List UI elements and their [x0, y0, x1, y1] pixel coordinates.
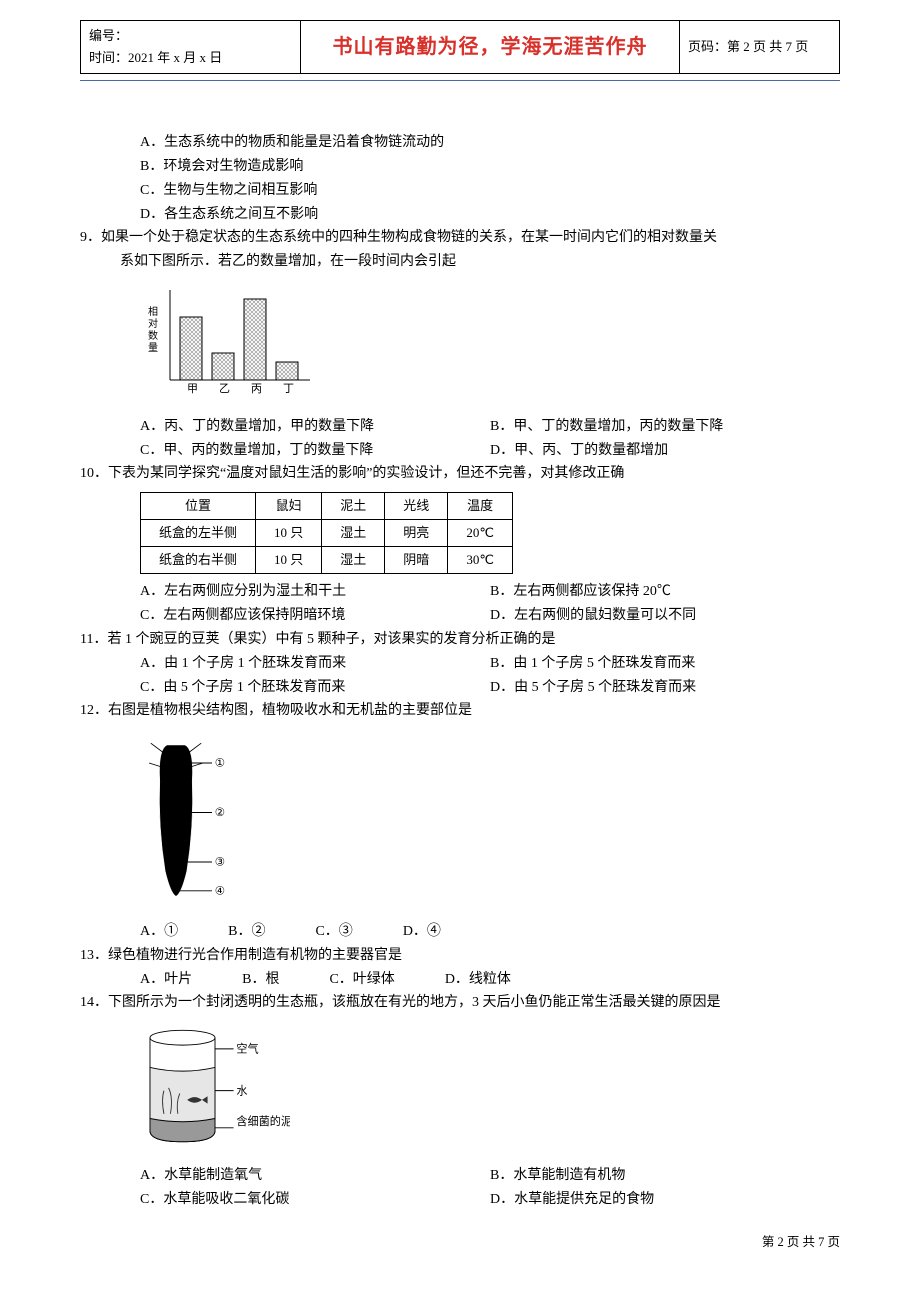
q10-opt-c: C．左右两侧都应该保持阴暗环境: [140, 604, 490, 628]
root-label-1: ①: [215, 757, 225, 770]
bar-yi: [212, 353, 234, 380]
prev-question-options: A．生态系统中的物质和能量是沿着食物链流动的 B．环境会对生物造成影响 C．生物…: [140, 131, 840, 226]
q12-opt-d: D．④: [403, 920, 441, 944]
q10-r1c1: 10 只: [256, 547, 322, 574]
q10-th-2: 泥土: [322, 493, 385, 520]
q10-r0c4: 20℃: [448, 520, 513, 547]
q14-opt-c: C．水草能吸收二氧化碳: [140, 1188, 490, 1212]
y-axis-label-4: 量: [148, 342, 158, 354]
q9-bar-chart: 相 对 数 量 甲 乙 丙 丁: [140, 280, 320, 400]
q10-r1c0: 纸盒的右半侧: [141, 547, 256, 574]
y-axis-label-1: 相: [148, 305, 158, 318]
q12-opt-c: C．③: [315, 920, 352, 944]
q13-opt-a: A．叶片: [140, 968, 192, 992]
prev-opt-c: C．生物与生物之间相互影响: [140, 179, 840, 203]
q9-opt-d: D．甲、丙、丁的数量都增加: [490, 439, 840, 463]
q11-opt-c: C．由 5 个子房 1 个胚珠发育而来: [140, 676, 490, 700]
header-motto: 书山有路勤为径，学海无涯苦作舟: [301, 21, 680, 74]
q10-th-4: 温度: [448, 493, 513, 520]
root-body: [159, 745, 192, 896]
q10-options: A．左右两侧应分别为湿土和干土 B．左右两侧都应该保持 20℃ C．左右两侧都应…: [140, 580, 840, 628]
q13-opt-c: C．叶绿体: [329, 968, 394, 992]
q9-stem-line2: 系如下图所示．若乙的数量增加，在一段时间内会引起: [120, 250, 840, 274]
cat-bing: 丙: [251, 383, 262, 395]
q13-opt-b: B．根: [242, 968, 279, 992]
question-10: 10．下表为某同学探究“温度对鼠妇生活的影响”的实验设计，但还不完善，对其修改正…: [80, 462, 840, 628]
prev-opt-d: D．各生态系统之间互不影响: [140, 203, 840, 227]
q10-th-1: 鼠妇: [256, 493, 322, 520]
jar-label-air: 空气: [236, 1042, 258, 1056]
q11-stem: 11．若 1 个豌豆的豆荚（果实）中有 5 颗种子，对该果实的发育分析正确的是: [80, 628, 840, 652]
q10-r1c4: 30℃: [448, 547, 513, 574]
q11-options: A．由 1 个子房 1 个胚珠发育而来 B．由 1 个子房 5 个胚珠发育而来 …: [140, 652, 840, 700]
question-12: 12．右图是植物根尖结构图，植物吸收水和无机盐的主要部位是 ① ② ③ ④ A．…: [80, 699, 840, 943]
cat-jia: 甲: [187, 383, 198, 395]
q9-opt-a: A．丙、丁的数量增加，甲的数量下降: [140, 415, 490, 439]
question-14: 14．下图所示为一个封闭透明的生态瓶，该瓶放在有光的地方，3 天后小鱼仍能正常生…: [80, 991, 840, 1211]
root-label-2: ②: [215, 806, 225, 819]
q10-opt-b: B．左右两侧都应该保持 20℃: [490, 580, 840, 604]
q14-opt-d: D．水草能提供充足的食物: [490, 1188, 840, 1212]
header-rule: [80, 80, 840, 81]
q14-opt-a: A．水草能制造氧气: [140, 1164, 490, 1188]
page-header: 编号： 时间：2021 年 x 月 x 日 书山有路勤为径，学海无涯苦作舟 页码…: [80, 20, 840, 74]
q10-r1c2: 湿土: [322, 547, 385, 574]
q10-stem: 10．下表为某同学探究“温度对鼠妇生活的影响”的实验设计，但还不完善，对其修改正…: [80, 462, 840, 486]
q12-root-diagram: ① ② ③ ④: [140, 727, 230, 907]
jar-label-water: 水: [236, 1085, 247, 1098]
jar-label-soil: 含细菌的泥土: [236, 1114, 290, 1128]
bar-jia: [180, 317, 202, 380]
q10-r0c2: 湿土: [322, 520, 385, 547]
header-page: 页码：第 2 页 共 7 页: [680, 21, 840, 74]
q13-stem: 13．绿色植物进行光合作用制造有机物的主要器官是: [80, 944, 840, 968]
q14-opt-b: B．水草能制造有机物: [490, 1164, 840, 1188]
y-axis-label-2: 对: [148, 317, 158, 330]
q13-options: A．叶片 B．根 C．叶绿体 D．线粒体: [140, 968, 840, 992]
header-id: 编号：: [89, 25, 292, 47]
bar-ding: [276, 362, 298, 380]
jar-soil: [150, 1119, 215, 1142]
q12-opt-a: A．①: [140, 920, 178, 944]
q9-stem-line1: 9．如果一个处于稳定状态的生态系统中的四种生物构成食物链的关系，在某一时间内它们…: [80, 226, 840, 250]
q10-th-3: 光线: [385, 493, 448, 520]
q10-opt-d: D．左右两侧的鼠妇数量可以不同: [490, 604, 840, 628]
q12-stem: 12．右图是植物根尖结构图，植物吸收水和无机盐的主要部位是: [80, 699, 840, 723]
root-label-3: ③: [215, 856, 225, 869]
q13-opt-d: D．线粒体: [445, 968, 511, 992]
y-axis-label-3: 数: [148, 329, 158, 342]
jar-lid: [150, 1030, 215, 1045]
header-left-cell: 编号： 时间：2021 年 x 月 x 日: [81, 21, 301, 74]
q10-r1c3: 阴暗: [385, 547, 448, 574]
q14-options: A．水草能制造氧气 B．水草能制造有机物 C．水草能吸收二氧化碳 D．水草能提供…: [140, 1164, 840, 1212]
q11-opt-d: D．由 5 个子房 5 个胚珠发育而来: [490, 676, 840, 700]
q10-r0c0: 纸盒的左半侧: [141, 520, 256, 547]
prev-opt-b: B．环境会对生物造成影响: [140, 155, 840, 179]
q10-r0c3: 明亮: [385, 520, 448, 547]
q9-opt-b: B．甲、丁的数量增加，丙的数量下降: [490, 415, 840, 439]
q10-r0c1: 10 只: [256, 520, 322, 547]
q10-th-0: 位置: [141, 493, 256, 520]
q11-opt-a: A．由 1 个子房 1 个胚珠发育而来: [140, 652, 490, 676]
cat-yi: 乙: [219, 382, 230, 395]
prev-opt-a: A．生态系统中的物质和能量是沿着食物链流动的: [140, 131, 840, 155]
q14-stem: 14．下图所示为一个封闭透明的生态瓶，该瓶放在有光的地方，3 天后小鱼仍能正常生…: [80, 991, 840, 1015]
question-11: 11．若 1 个豌豆的豆荚（果实）中有 5 颗种子，对该果实的发育分析正确的是 …: [80, 628, 840, 699]
cat-ding: 丁: [283, 383, 294, 395]
header-time: 时间：2021 年 x 月 x 日: [89, 47, 292, 69]
bar-bing: [244, 299, 266, 380]
q10-table: 位置 鼠妇 泥土 光线 温度 纸盒的左半侧 10 只 湿土 明亮 20℃ 纸盒的…: [140, 492, 513, 574]
q9-options: A．丙、丁的数量增加，甲的数量下降 B．甲、丁的数量增加，丙的数量下降 C．甲、…: [140, 415, 840, 463]
q11-opt-b: B．由 1 个子房 5 个胚珠发育而来: [490, 652, 840, 676]
question-13: 13．绿色植物进行光合作用制造有机物的主要器官是 A．叶片 B．根 C．叶绿体 …: [80, 944, 840, 992]
q10-opt-a: A．左右两侧应分别为湿土和干土: [140, 580, 490, 604]
page-footer: 第 2 页 共 7 页: [80, 1232, 840, 1253]
q9-opt-c: C．甲、丙的数量增加，丁的数量下降: [140, 439, 490, 463]
q14-jar-diagram: 空气 水 含细菌的泥土: [140, 1021, 290, 1151]
question-9: 9．如果一个处于稳定状态的生态系统中的四种生物构成食物链的关系，在某一时间内它们…: [80, 226, 840, 462]
q12-options: A．① B．② C．③ D．④: [140, 920, 840, 944]
q12-opt-b: B．②: [228, 920, 265, 944]
root-label-4: ④: [215, 885, 225, 898]
